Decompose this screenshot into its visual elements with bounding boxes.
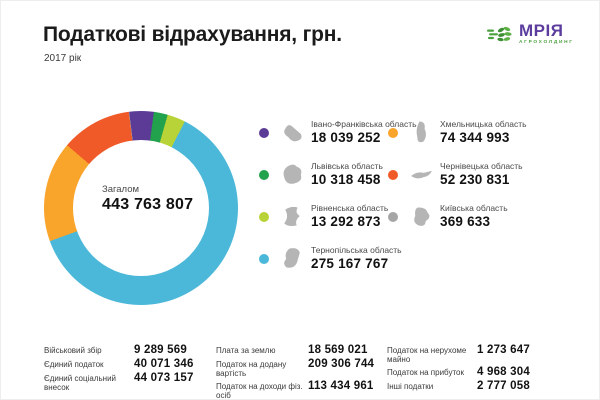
legend-item-rivnenska: Рівненська область 13 292 873 <box>259 201 388 233</box>
legend-region-value: 369 633 <box>440 213 491 229</box>
stat-label: Плата за землю <box>216 346 276 355</box>
legend-region-value: 275 167 767 <box>311 255 389 271</box>
stat-value: 44 073 157 <box>134 372 194 384</box>
legend-item-khmelnytska: Хмельницька область 74 344 993 <box>388 117 527 149</box>
legend-item-kyivska: Київська область 369 633 <box>388 201 508 233</box>
stat-value: 113 434 961 <box>308 380 374 392</box>
legend-dot <box>259 128 269 138</box>
stat-label: Податок на додану вартість <box>216 360 287 378</box>
legend-region-name: Тернопільська область <box>311 245 402 256</box>
wheat-icon <box>487 26 512 42</box>
donut-chart: Загалом 443 763 807 <box>44 111 238 305</box>
legend-item-ternopilska: Тернопільська область 275 167 767 <box>259 243 402 275</box>
region-silhouette-rivnenska-icon <box>284 206 300 227</box>
stat-row: Єдиний податок 40 071 346 <box>44 358 194 370</box>
legend-region-name: Чернівецька область <box>440 161 523 172</box>
stat-row: Плата за землю 18 569 021 <box>216 344 374 356</box>
legend-region-value: 13 292 873 <box>311 213 381 229</box>
stat-row: Податок на доходи фіз. осіб 113 434 961 <box>216 380 374 400</box>
region-silhouette-lvivska-icon <box>283 164 302 184</box>
legend-region-value: 74 344 993 <box>440 129 510 145</box>
stat-row: Податок на додану вартість 209 306 744 <box>216 358 374 378</box>
region-silhouette-chernivetska-icon <box>411 170 432 179</box>
region-silhouette-ternopilska-icon <box>284 248 300 268</box>
legend-region-value: 52 230 831 <box>440 171 510 187</box>
footer-stats-column-2: Плата за землю 18 569 021 Податок на дод… <box>216 344 374 400</box>
legend-dot <box>388 128 398 138</box>
stat-value: 18 569 021 <box>308 344 368 356</box>
legend-dot <box>388 212 398 222</box>
legend-region-value: 18 039 252 <box>311 129 381 145</box>
logo-name: МРІЯ <box>519 21 564 40</box>
total-value: 443 763 807 <box>102 195 194 213</box>
total-label: Загалом <box>102 184 140 195</box>
legend-dot <box>259 254 269 264</box>
stat-label: Єдиний соціальний внесок <box>44 374 117 392</box>
stat-label: Єдиний податок <box>44 360 104 369</box>
legend-region-name: Київська область <box>440 203 508 214</box>
region-silhouette-ivano-frankivska-icon <box>284 125 302 142</box>
legend-region-name: Івано-Франківська область <box>311 119 417 130</box>
stat-value: 9 289 569 <box>134 344 187 356</box>
legend-region-name: Львівська область <box>311 161 383 172</box>
stat-value: 40 071 346 <box>134 358 194 370</box>
stat-label: Податок на прибуток <box>387 368 464 377</box>
legend-item-chernivetska: Чернівецька область 52 230 831 <box>388 159 523 191</box>
stat-value: 4 968 304 <box>477 366 530 378</box>
legend-dot <box>259 212 269 222</box>
legend-region-name: Хмельницька область <box>440 119 527 130</box>
legend-dot <box>388 170 398 180</box>
stat-row: Інші податки 2 777 058 <box>387 380 530 392</box>
legend-region-value: 10 318 458 <box>311 171 381 187</box>
stat-row: Податок на прибуток 4 968 304 <box>387 366 530 378</box>
stat-label: Військовий збір <box>44 346 102 355</box>
legend-region-name: Рівненська область <box>311 203 389 214</box>
logo-tagline: АГРОХОЛДИНГ <box>519 40 574 45</box>
donut-hole <box>73 140 209 276</box>
region-silhouette-khmelnytska-icon <box>416 121 426 143</box>
stat-row: Єдиний соціальний внесок 44 073 157 <box>44 372 194 392</box>
logo-text: МРІЯ АГРОХОЛДИНГ <box>519 22 574 46</box>
footer-stats-column-3: Податок на нерухоме майно 1 273 647 Пода… <box>387 344 530 394</box>
stat-value: 209 306 744 <box>308 358 375 370</box>
stat-label: Податок на доходи фіз. осіб <box>216 382 303 400</box>
footer-stats-column-1: Військовий збір 9 289 569 Єдиний податок… <box>44 344 194 394</box>
page-title: Податкові відрахування, грн. <box>43 23 342 46</box>
stat-row: Військовий збір 9 289 569 <box>44 344 194 356</box>
legend-item-ivano-frankivska: Івано-Франківська область 18 039 252 <box>259 117 417 149</box>
stat-label: Податок на нерухоме майно <box>387 346 467 364</box>
stat-row: Податок на нерухоме майно 1 273 647 <box>387 344 530 364</box>
stat-value: 1 273 647 <box>477 344 530 356</box>
region-silhouette-kyivska-icon <box>414 207 430 226</box>
stat-value: 2 777 058 <box>477 380 530 392</box>
donut-center-text: Загалом 443 763 807 <box>102 184 194 214</box>
stat-label: Інші податки <box>387 382 434 391</box>
legend-dot <box>259 170 269 180</box>
legend-item-lvivska: Львівська область 10 318 458 <box>259 159 383 191</box>
company-logo: МРІЯ АГРОХОЛДИНГ <box>487 22 574 46</box>
year-subtitle: 2017 рік <box>44 53 82 64</box>
